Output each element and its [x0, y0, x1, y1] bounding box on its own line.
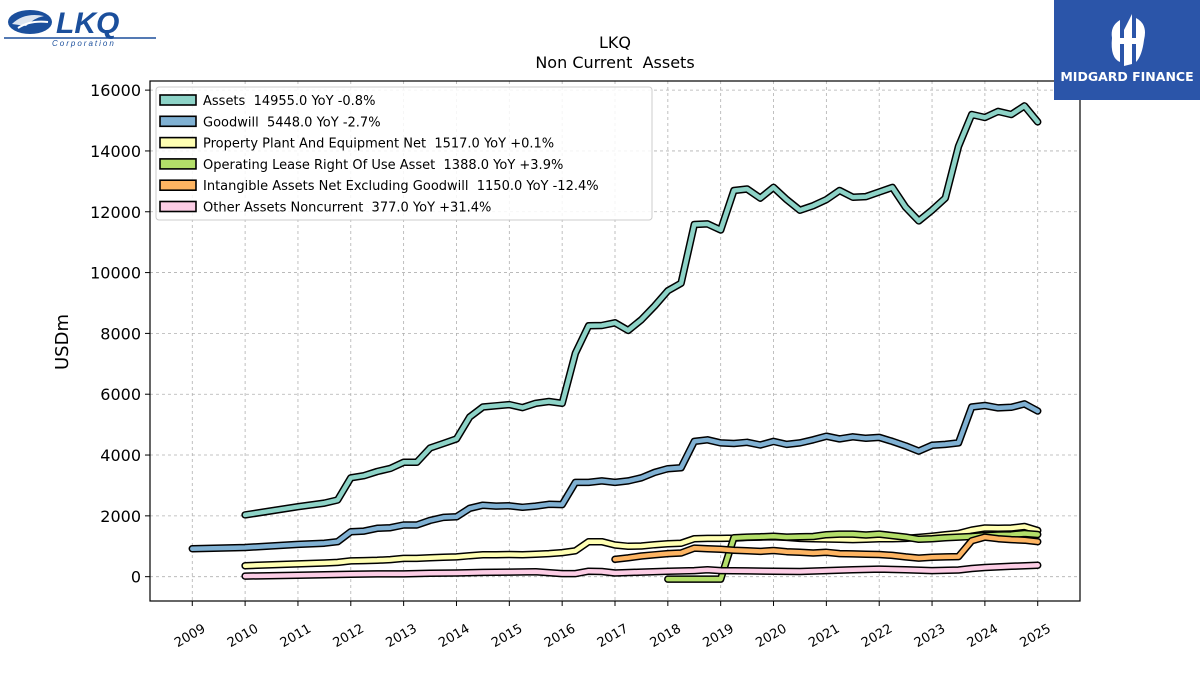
series-line-intangible-assets-net-excluding-goodwill [612, 534, 1040, 562]
legend-swatch [159, 94, 197, 106]
x-tick-label: 2012 [331, 621, 367, 651]
x-tick-label: 2009 [172, 621, 208, 651]
chart-title: LKQ [599, 33, 631, 52]
y-tick-label: 0 [131, 568, 141, 587]
x-tick-label: 2011 [278, 621, 314, 651]
y-tick-label: 6000 [100, 385, 141, 404]
series-line-assets [242, 103, 1040, 518]
lkq-logo-subtext: Corporation [52, 39, 116, 48]
legend-swatch [159, 115, 197, 128]
legend-swatch [159, 200, 197, 213]
x-tick-label: 2022 [859, 621, 895, 651]
y-axis-label: USDm [52, 314, 73, 370]
x-tick-label: 2014 [436, 621, 472, 651]
legend-swatch [159, 158, 197, 170]
x-tick-label: 2013 [383, 621, 419, 651]
y-tick-label: 8000 [100, 324, 141, 343]
legend-label: Assets 14955.0 YoY -0.8% [203, 94, 375, 109]
legend-swatch [159, 136, 197, 149]
lkq-emblem-icon [8, 10, 52, 34]
legend-swatch [159, 179, 197, 191]
midgard-finance-logo: MIDGARD FINANCE [1054, 0, 1200, 100]
x-axis-ticks: 2009 2010 2011 2012 2013 2014 2015 2016 2017 2018… [172, 601, 1054, 651]
x-tick-label: 2025 [1018, 621, 1054, 651]
series-lines [188, 102, 1042, 583]
legend-label: Property Plant And Equipment Net 1517.0 … [203, 137, 554, 152]
y-tick-label: 10000 [90, 264, 141, 283]
x-tick-label: 2010 [225, 621, 261, 651]
x-tick-label: 2020 [753, 621, 789, 651]
x-tick-label: 2016 [542, 621, 578, 651]
legend-label: Other Assets Noncurrent 377.0 YoY +31.4% [203, 201, 491, 216]
y-tick-label: 14000 [90, 142, 141, 161]
lkq-logo: LKQ Corporation [4, 7, 156, 48]
x-tick-label: 2019 [701, 621, 737, 651]
x-tick-label: 2024 [965, 621, 1001, 651]
x-tick-label: 2018 [648, 621, 684, 651]
x-tick-label: 2021 [806, 621, 842, 651]
y-tick-label: 12000 [90, 203, 141, 222]
chart-subtitle: Non Current Assets [535, 53, 694, 72]
y-tick-label: 4000 [100, 446, 141, 465]
y-tick-label: 2000 [100, 507, 141, 526]
y-tick-label: 16000 [90, 81, 141, 100]
legend-label: Operating Lease Right Of Use Asset 1388.… [203, 158, 563, 173]
legend-box [155, 86, 653, 221]
x-tick-label: 2015 [489, 621, 525, 651]
legend-label: Goodwill 5448.0 YoY -2.7% [203, 115, 381, 130]
lkq-logo-text: LKQ [56, 7, 119, 40]
legend: Assets 14955.0 YoY -0.8% Goodwill 5448.0 … [155, 86, 653, 221]
x-tick-label: 2017 [595, 621, 631, 651]
series-line-goodwill [190, 401, 1040, 551]
midgard-logo-text: MIDGARD FINANCE [1060, 69, 1193, 84]
x-tick-label: 2023 [912, 621, 948, 651]
y-axis-ticks: 0 2000 4000 6000 8000 10000 12000 14000 16000 [90, 81, 150, 587]
series-line-other-assets-noncurrent [242, 562, 1040, 579]
legend-label: Intangible Assets Net Excluding Goodwill… [203, 179, 599, 194]
midgard-emblem-icon: MIDGARD FINANCE [1060, 14, 1194, 84]
